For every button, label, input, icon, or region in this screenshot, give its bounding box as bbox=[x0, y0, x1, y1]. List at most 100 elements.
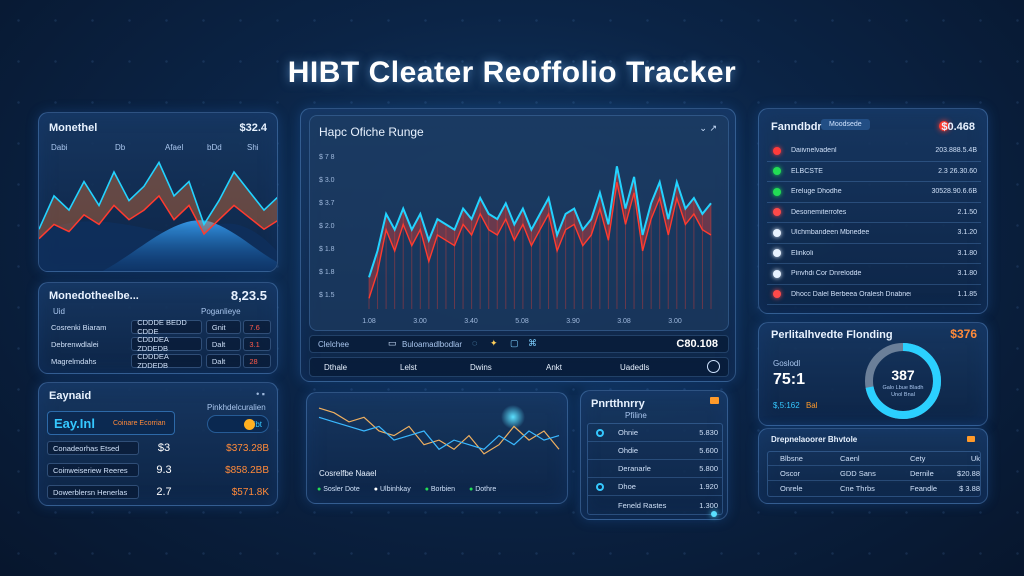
coin-toggle[interactable]: Hbt bbox=[207, 415, 269, 433]
list-item[interactable]: Ohnie 5.830 bbox=[588, 424, 722, 442]
list-item[interactable]: Conadeorhas Etsed $3 $373.28B bbox=[47, 441, 275, 455]
more-icon[interactable]: • ▪ bbox=[256, 389, 265, 399]
list-item[interactable]: Pinvhdi Cor Dnrelodde 3.1.80 bbox=[767, 264, 981, 285]
item-name: ELBCSTE bbox=[791, 167, 823, 175]
item-value: 1.1.85 bbox=[957, 290, 977, 298]
item-name: Dowerblersn Henerlas bbox=[47, 485, 139, 499]
row-name: Magrelmdahs bbox=[51, 356, 97, 366]
table-row[interactable]: Cosrenki Biaram CDDDE BEDD CDDE Gnit 7.6 bbox=[51, 318, 271, 336]
holdings-list: Ohnie 5.830 Ohdie 5.600 Deranarle 5.800 … bbox=[587, 423, 723, 515]
overview-chart-panel: Monethel $32.4 Dabi Db Afael bDd Shi bbox=[38, 112, 278, 272]
holdings-flag-icon[interactable] bbox=[710, 397, 719, 404]
gauge-arc bbox=[865, 343, 941, 419]
main-tabs: Dthale Lelst Dwins Ankt Uadedls bbox=[309, 357, 729, 377]
table-header: Blbsne Caenl Cety Uk bbox=[768, 452, 980, 466]
list-item[interactable]: ELBCSTE 2.3 26.30.60 bbox=[767, 162, 981, 182]
col-header: Uk bbox=[970, 454, 980, 463]
gauge-panel: Perlitalhvedte Flonding $376 Goslodl 75:… bbox=[758, 322, 988, 426]
portfolio-header: Poganlieye bbox=[201, 307, 241, 316]
toolbar-item[interactable]: Clelchee bbox=[318, 340, 350, 349]
overview-area-chart bbox=[39, 160, 277, 271]
table-row[interactable]: Oscor GDD Sans Dernile $20.88 bbox=[768, 466, 980, 481]
balance-box[interactable]: Eay.Inl Coinare Ecorrian bbox=[47, 411, 175, 435]
toolbar-item[interactable]: Buloamadlbodlar bbox=[402, 340, 463, 349]
portfolio-header: Uid bbox=[53, 307, 66, 316]
item-value: 203.888.5.4B bbox=[935, 147, 977, 155]
chat-icon[interactable]: ▢ bbox=[510, 338, 519, 348]
list-item[interactable]: Deranarle 5.800 bbox=[588, 460, 722, 478]
item-mid: 2.7 bbox=[156, 486, 172, 498]
tab-dthale[interactable]: Dthale bbox=[324, 363, 348, 372]
list-item[interactable]: Desonemiterrofes 2.1.50 bbox=[767, 203, 981, 223]
item-value: 3.1.20 bbox=[957, 229, 977, 237]
refresh-icon[interactable] bbox=[707, 360, 720, 373]
row-name: Debrenwdlalei bbox=[51, 339, 99, 349]
favorites-title: Fanndbdr bbox=[771, 121, 822, 133]
bottom-table: Blbsne Caenl Cety Uk Oscor GDD Sans Dern… bbox=[767, 451, 981, 497]
table-row[interactable]: Onrele Cne Thrbs Feandle $ 3.88 bbox=[768, 481, 980, 496]
status-dot-icon bbox=[773, 187, 781, 196]
alert-icon[interactable] bbox=[939, 121, 949, 131]
cell: Cne Thrbs bbox=[840, 484, 875, 493]
high-series-line bbox=[368, 166, 712, 278]
table-row[interactable]: Magrelmdahs CDDDEA ZDDEDB Dalt 28 bbox=[51, 352, 271, 370]
cell: Feandle bbox=[910, 484, 938, 493]
item-name: Dhocc Dalel Berbeea Oralesh Dnabner bbox=[791, 290, 911, 298]
tab-dwins[interactable]: Dwins bbox=[470, 363, 492, 372]
row-amount: CDDDEA ZDDEDB bbox=[131, 352, 202, 370]
list-item[interactable]: Ulchmbandeen Mbnedee 3.1.20 bbox=[767, 223, 981, 244]
row-change: 7.6 bbox=[243, 320, 271, 334]
main-chart-title: Hapc Ofiche Runge bbox=[319, 125, 424, 139]
list-item[interactable]: Dhocc Dalel Berbeea Oralesh Dnabner 1.1.8… bbox=[767, 285, 981, 305]
x-tick-label: 1.08 bbox=[362, 318, 376, 325]
table-row[interactable]: Debrenwdlalei CDDDEA ZDDEDB Dalt 3.1 bbox=[51, 335, 271, 353]
item-value: 5.800 bbox=[699, 464, 718, 473]
ring-icon bbox=[596, 428, 604, 437]
favorites-panel: Fanndbdr Moodsede $0.468 Daiivnelvadenl 2… bbox=[758, 108, 988, 314]
list-item[interactable]: Dowerblersn Henerlas 2.7 $571.8K bbox=[47, 485, 275, 499]
item-value: 5.600 bbox=[699, 446, 718, 455]
cell: GDD Sans bbox=[840, 468, 876, 478]
tab-uadedls[interactable]: Uadedls bbox=[620, 363, 650, 372]
cell: $ 3.88 bbox=[959, 484, 980, 493]
item-name: Ulchmbandeen Mbnedee bbox=[791, 229, 870, 237]
toolbar-icon[interactable]: ▭ bbox=[388, 338, 397, 348]
list-item[interactable]: Feneld Rastes 1.300 bbox=[588, 496, 722, 514]
favorites-list: Daiivnelvadenl 203.888.5.4B ELBCSTE 2.3 26.… bbox=[767, 141, 981, 305]
list-item[interactable]: Elinkoli 3.1.80 bbox=[767, 244, 981, 264]
row-amount: CDDDE BEDD CDDE bbox=[131, 318, 202, 336]
list-item[interactable]: Dhoe 1.920 bbox=[588, 478, 722, 496]
main-chart-panel: Hapc Ofiche Runge ⌄ ↗ $ 7 8 $ 3.0 $ 3.7 $ 2… bbox=[300, 108, 736, 382]
item-name: Deranarle bbox=[618, 464, 651, 473]
y-tick-label: $ 2.0 bbox=[319, 223, 335, 230]
balance-title: Eaynaid bbox=[49, 390, 92, 402]
mini-series-line bbox=[318, 407, 560, 455]
row-name: Cosrenki Biaram bbox=[51, 322, 107, 332]
row-tag: Dalt bbox=[205, 337, 242, 351]
sync-icon[interactable]: ◌ bbox=[472, 338, 478, 348]
gauge-center-value: 387 bbox=[891, 367, 915, 383]
status-light-icon bbox=[711, 511, 717, 517]
pin-icon[interactable]: ✦ bbox=[490, 338, 498, 348]
tab-lelst[interactable]: Lelst bbox=[400, 363, 417, 372]
tab-ankt[interactable]: Ankt bbox=[546, 363, 563, 372]
col-header: Blbsne bbox=[780, 454, 803, 463]
list-item[interactable]: Daiivnelvadenl 203.888.5.4B bbox=[767, 141, 981, 162]
gauge-left-value: 75:1 bbox=[773, 371, 806, 388]
row-tag: Gnit bbox=[205, 320, 242, 334]
row-change: 3.1 bbox=[243, 337, 271, 351]
portfolio-table-panel: Monedotheelbe... 8,23.5 Uid Poganlieye C… bbox=[38, 282, 278, 374]
glow-icon bbox=[501, 405, 525, 429]
list-item[interactable]: Coinweiseriew Reeres 9.3 $858.2BB bbox=[47, 463, 275, 477]
expand-icon[interactable]: ⌄ ↗ bbox=[699, 123, 717, 133]
list-item[interactable]: Ohdie 5.600 bbox=[588, 442, 722, 460]
main-chart-inner bbox=[309, 115, 729, 331]
filter-icon[interactable]: ⌘ bbox=[528, 338, 537, 348]
favorites-badge[interactable]: Moodsede bbox=[821, 119, 870, 130]
item-value: $571.8K bbox=[231, 486, 269, 498]
mini-series-line bbox=[318, 416, 560, 451]
list-item[interactable]: Ereluge Dhodhe 30528.90.6.6B bbox=[767, 182, 981, 203]
ring-icon bbox=[596, 482, 604, 491]
main-toolbar: Clelchee ▭ Buloamadlbodlar ◌ ✦ ▢ ⌘ C80.1… bbox=[309, 335, 729, 353]
bottom-table-flag-icon[interactable] bbox=[967, 436, 975, 442]
